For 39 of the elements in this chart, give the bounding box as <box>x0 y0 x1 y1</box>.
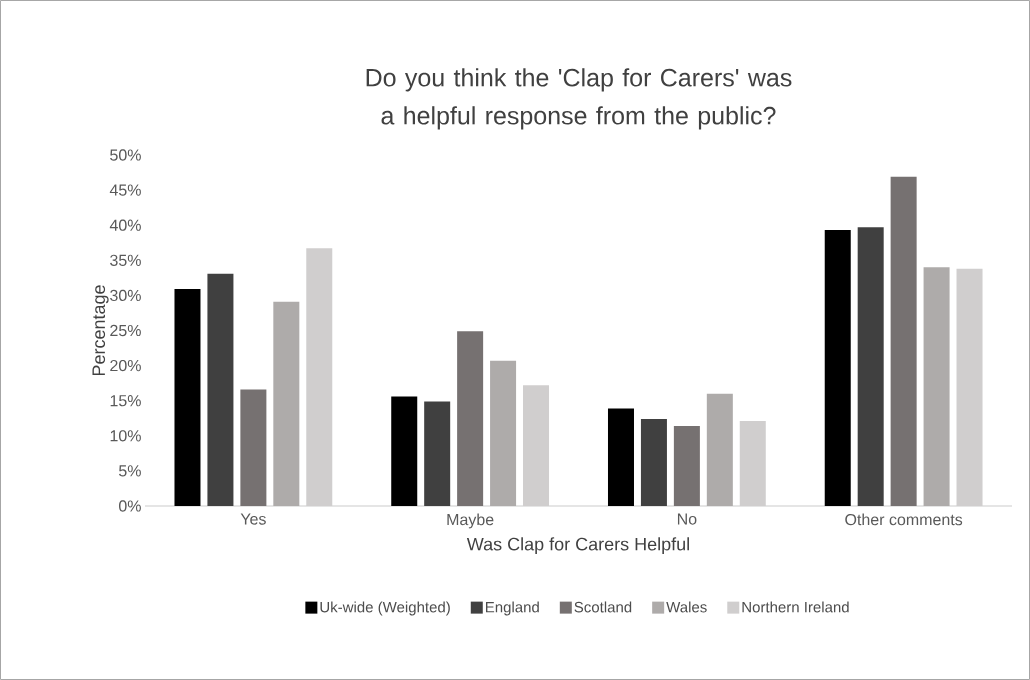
bar <box>673 425 700 506</box>
x-axis-title: Was Clap for Carers Helpful <box>466 537 689 555</box>
bar <box>640 418 667 506</box>
bar <box>273 301 300 506</box>
y-tick-label: 10% <box>110 430 141 442</box>
x-tick-label: Maybe <box>447 513 494 529</box>
bar <box>391 396 418 506</box>
legend-label: Uk-wide (Weighted) <box>320 601 450 616</box>
legend-label: Wales <box>666 601 707 613</box>
bar <box>857 227 884 506</box>
y-tick-label: 25% <box>110 324 141 337</box>
bar <box>706 393 733 506</box>
x-tick-label: Yes <box>240 513 266 525</box>
y-tick-label: 15% <box>110 395 141 407</box>
bar <box>824 230 851 506</box>
y-tick-label: 35% <box>110 254 141 266</box>
bar <box>923 267 950 506</box>
bar <box>457 331 484 506</box>
bar <box>890 176 917 506</box>
bar <box>424 401 451 506</box>
legend-label: Northern Ireland <box>742 601 849 613</box>
y-axis-title: Percentage <box>92 285 109 376</box>
legend-label: England <box>486 601 539 616</box>
bar <box>607 408 634 506</box>
legend-label: Scotland <box>574 601 632 613</box>
y-tick-label: 30% <box>110 289 141 302</box>
y-tick-label: 40% <box>109 219 141 231</box>
y-tick-label: 20% <box>110 359 141 372</box>
y-tick-label: 0% <box>118 500 141 512</box>
bar <box>174 289 201 506</box>
x-tick-label: No <box>677 513 697 525</box>
bar <box>240 389 267 506</box>
x-tick-label: Other comments <box>845 513 963 526</box>
y-tick-label: 50% <box>110 149 141 161</box>
y-tick-label: 5% <box>119 465 141 477</box>
bar <box>490 360 517 506</box>
chart-title: Do you think the 'Clap for Carers' was a helpful response from the public? <box>366 68 792 130</box>
y-tick-label: 45% <box>109 184 141 196</box>
bar <box>207 273 234 506</box>
